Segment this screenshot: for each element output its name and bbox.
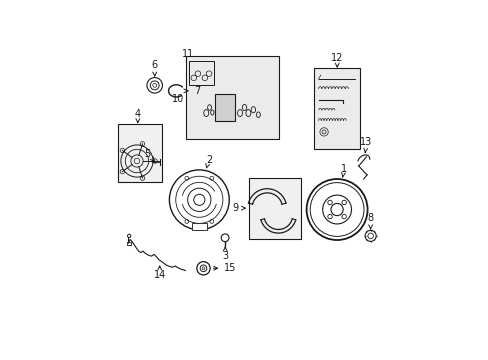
Text: 2: 2 — [205, 155, 212, 168]
Text: 11: 11 — [182, 49, 194, 59]
Text: 1: 1 — [340, 164, 346, 177]
Bar — [191, 223, 207, 230]
Bar — [186, 56, 279, 139]
Bar — [127, 242, 130, 245]
Text: 15: 15 — [213, 263, 236, 273]
Text: 9: 9 — [232, 203, 245, 213]
Text: 5: 5 — [144, 149, 154, 161]
Bar — [188, 61, 213, 85]
Text: 13: 13 — [360, 137, 372, 153]
Text: 12: 12 — [330, 53, 343, 67]
Text: 8: 8 — [367, 213, 373, 229]
Text: 3: 3 — [222, 247, 228, 261]
Bar — [118, 123, 162, 182]
Text: 14: 14 — [153, 266, 165, 280]
Bar — [249, 177, 300, 239]
Circle shape — [221, 234, 228, 242]
Text: 10: 10 — [171, 94, 183, 104]
Text: 4: 4 — [135, 109, 141, 122]
Text: 7: 7 — [183, 86, 200, 96]
Bar — [314, 68, 359, 149]
Bar — [214, 94, 235, 121]
Text: 6: 6 — [151, 59, 158, 76]
